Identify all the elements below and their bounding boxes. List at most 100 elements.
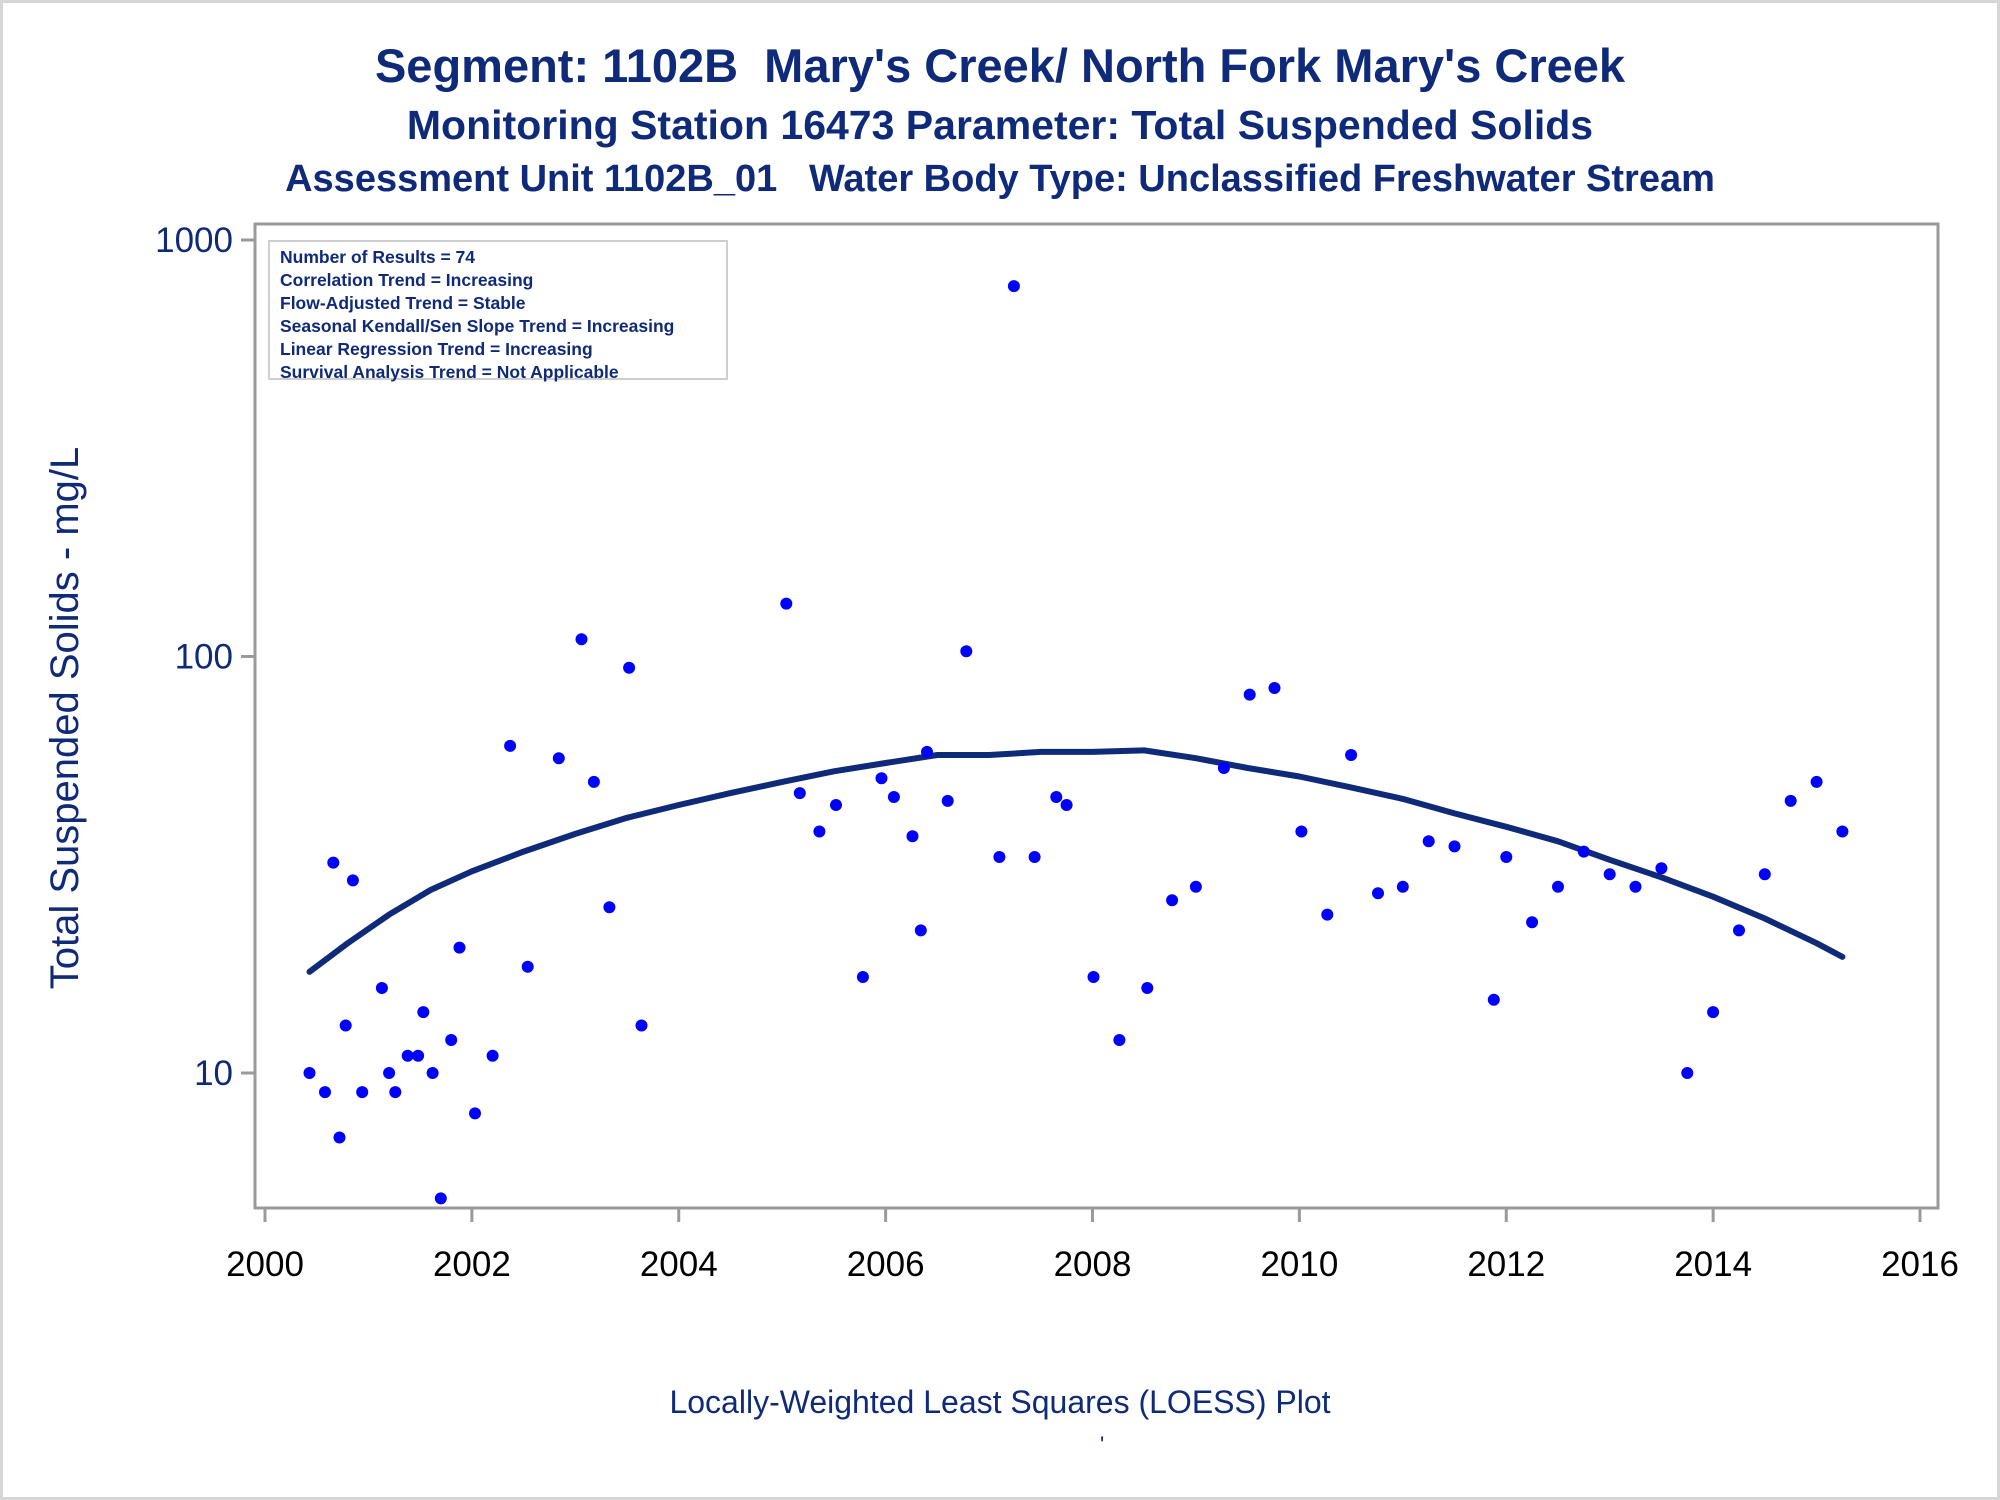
- data-point: [1050, 791, 1063, 803]
- x-tick-label: 2012: [1467, 1245, 1545, 1284]
- data-point: [375, 982, 388, 994]
- data-point: [780, 597, 793, 610]
- x-tick-label: 2004: [640, 1245, 718, 1284]
- data-point: [445, 1034, 458, 1046]
- data-point: [1500, 851, 1513, 863]
- data-point: [319, 1086, 331, 1099]
- data-point: [1577, 845, 1590, 858]
- stat-seasonal-kendall-trend: Seasonal Kendall/Sen Slope Trend = Incre…: [280, 316, 675, 336]
- axis-ticks: 2000 2002 2004 2006 2008 2010 2012 2014 2016 10 10…: [155, 221, 1959, 1284]
- x-tick-label: 2016: [1881, 1245, 1959, 1284]
- plot-frame: [253, 222, 1940, 1210]
- data-point: [1784, 794, 1797, 807]
- data-point: [793, 787, 806, 800]
- data-point: [914, 924, 927, 937]
- data-point: [339, 1019, 352, 1032]
- data-point: [412, 1049, 425, 1062]
- data-point: [327, 856, 340, 869]
- data-point: [383, 1067, 396, 1079]
- data-point: [1733, 924, 1745, 937]
- y-tick-label: 10: [194, 1054, 233, 1093]
- data-point: [941, 794, 954, 807]
- data-point: [830, 799, 842, 811]
- y-tick-label: 1000: [155, 221, 233, 260]
- data-point: [434, 1192, 447, 1205]
- stat-survival-analysis-trend: Survival Analysis Trend = Not Applicable: [280, 362, 619, 382]
- y-axis-label: Total Suspended Solids - mg/L: [43, 447, 87, 990]
- data-point: [1166, 894, 1179, 907]
- chart-subtitle-station: Monitoring Station 16473 Parameter: Tota…: [406, 102, 1594, 148]
- x-tick-label: 2014: [1674, 1245, 1752, 1284]
- stat-correlation-trend: Correlation Trend = Increasing: [280, 270, 534, 290]
- data-point: [303, 1067, 316, 1079]
- loess-line: [306, 747, 1846, 975]
- data-point: [623, 661, 636, 674]
- loess-curve-group: [306, 747, 1846, 975]
- data-point: [1372, 887, 1384, 900]
- data-point: [635, 1019, 648, 1032]
- data-point: [552, 752, 565, 765]
- data-point: [587, 775, 600, 788]
- chart-subtitle-assessment: Assessment Unit 1102B_01 Water Body Type…: [285, 158, 1715, 200]
- data-point: [1810, 775, 1823, 788]
- data-point: [1028, 851, 1041, 863]
- x-tick-label: 2006: [847, 1245, 925, 1284]
- data-point: [856, 971, 869, 983]
- x-tick-label: 2008: [1054, 1245, 1132, 1284]
- data-point: [1141, 982, 1154, 994]
- footnote-mark: ': [1100, 1432, 1105, 1457]
- data-point: [453, 941, 466, 954]
- data-point: [486, 1049, 499, 1062]
- data-point: [1836, 825, 1849, 838]
- x-tick-label: 2010: [1260, 1245, 1338, 1284]
- data-point: [887, 791, 900, 803]
- data-point: [993, 851, 1006, 863]
- x-tick-label: 2002: [433, 1245, 511, 1284]
- data-point: [389, 1086, 402, 1099]
- data-point: [1448, 840, 1461, 853]
- stat-linear-regression-trend: Linear Regression Trend = Increasing: [280, 339, 593, 359]
- data-point: [1707, 1006, 1720, 1019]
- data-point: [1217, 762, 1230, 774]
- data-point: [1243, 688, 1256, 701]
- data-point: [1681, 1067, 1694, 1079]
- data-point: [1552, 880, 1564, 893]
- trend-stats-box: Number of Results = 74 Correlation Trend…: [268, 240, 728, 382]
- data-point: [1087, 971, 1100, 983]
- data-point: [469, 1107, 481, 1120]
- data-point: [1321, 908, 1334, 921]
- data-point: [813, 825, 826, 838]
- data-point: [1603, 868, 1616, 881]
- y-tick-label: 100: [175, 638, 233, 677]
- data-point: [1487, 993, 1500, 1006]
- data-point: [603, 901, 616, 914]
- data-point: [356, 1086, 369, 1099]
- data-point: [1060, 799, 1073, 811]
- data-point: [960, 645, 973, 658]
- data-point: [921, 745, 933, 758]
- data-point: [504, 739, 517, 752]
- data-point: [1345, 749, 1358, 761]
- data-point: [1422, 835, 1435, 848]
- data-point: [575, 633, 588, 646]
- data-point: [875, 772, 888, 785]
- data-point: [1655, 862, 1668, 875]
- data-point: [346, 874, 359, 887]
- data-point: [906, 830, 919, 843]
- data-point: [1758, 868, 1771, 881]
- x-tick-label: 2000: [226, 1245, 304, 1284]
- data-point: [1629, 880, 1642, 893]
- stat-flow-adjusted-trend: Flow-Adjusted Trend = Stable: [280, 293, 526, 313]
- data-point: [1526, 916, 1539, 929]
- data-point: [401, 1049, 414, 1062]
- data-point: [521, 960, 534, 973]
- data-point: [417, 1006, 430, 1019]
- data-point: [1396, 880, 1409, 893]
- data-point: [1113, 1034, 1126, 1046]
- data-point: [1189, 880, 1202, 893]
- stat-number-of-results: Number of Results = 74: [280, 247, 475, 267]
- plot-footnote: Locally-Weighted Least Squares (LOESS) P…: [669, 1384, 1331, 1420]
- data-points: [303, 280, 1849, 1205]
